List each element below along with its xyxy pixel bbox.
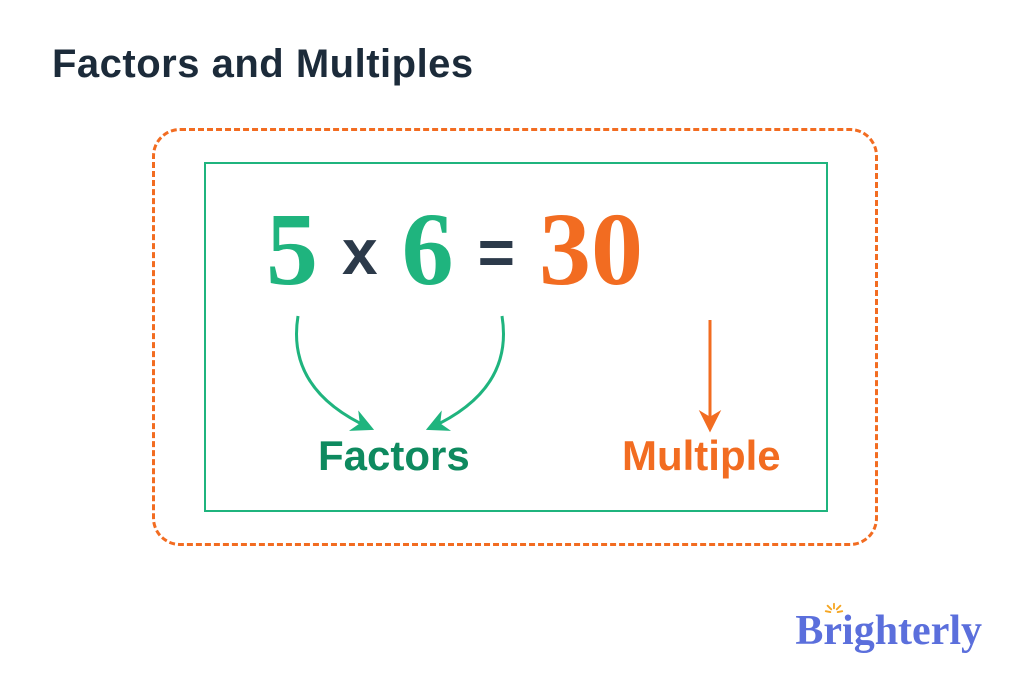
sun-icon [823, 602, 845, 624]
factor-arrow-left [297, 316, 371, 428]
factors-label: Factors [318, 432, 470, 480]
arrows-svg [0, 0, 1024, 683]
multiple-label: Multiple [622, 432, 781, 480]
logo-primary: Bright [795, 608, 912, 654]
brand-logo: Brighterly [795, 607, 982, 655]
page-root: Factors and Multiples 5 x 6 = 30 Factors… [0, 0, 1024, 683]
factor-arrow-right [430, 316, 504, 428]
logo-secondary: erly [912, 608, 982, 654]
